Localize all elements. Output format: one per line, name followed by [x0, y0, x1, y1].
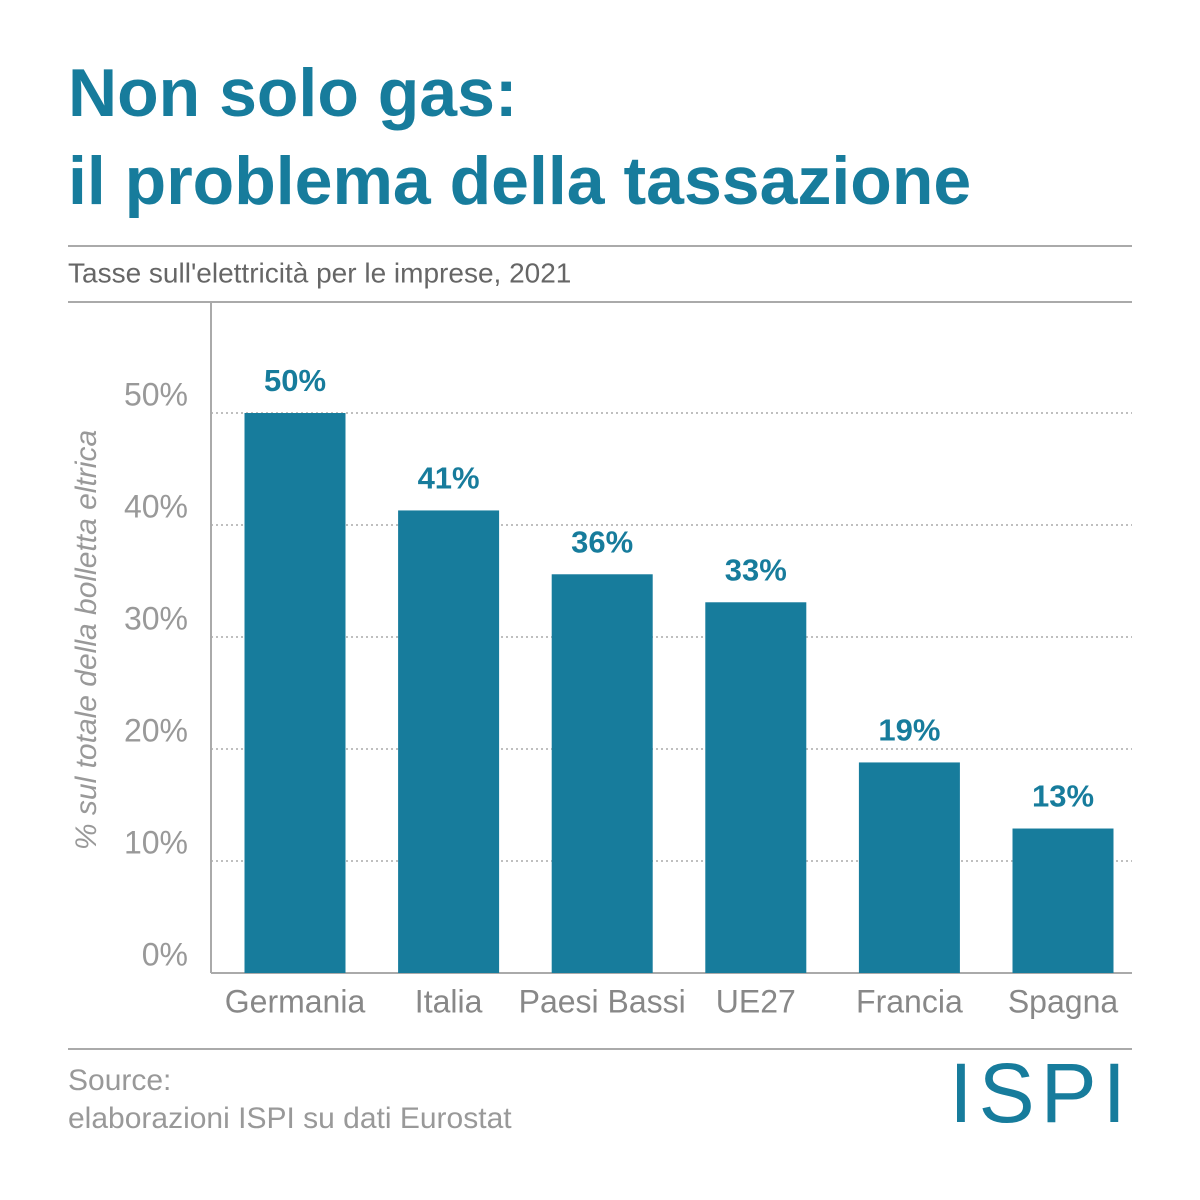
x-tick-label: Francia: [856, 983, 963, 1019]
value-label: 50%: [264, 363, 326, 398]
bar: [1012, 828, 1114, 973]
y-tick-label: 50%: [124, 376, 188, 412]
logo: ISPI: [949, 1046, 1132, 1140]
y-tick-label: 30%: [124, 600, 188, 636]
y-tick-label: 40%: [124, 488, 188, 524]
chart-title: Non solo gas:: [68, 55, 518, 131]
value-label: 33%: [725, 552, 787, 587]
y-tick-label: 0%: [142, 936, 188, 972]
source: Source:: [68, 1064, 171, 1097]
bar: [244, 413, 346, 973]
bar: [705, 602, 807, 973]
value-label: 41%: [418, 461, 480, 496]
value-label: 19%: [878, 713, 940, 748]
x-tick-label: Spagna: [1008, 983, 1119, 1019]
y-axis-label: % sul totale della bolletta eltrica: [70, 430, 103, 850]
bar: [398, 510, 500, 973]
value-label: 36%: [571, 524, 633, 559]
x-tick-label: Paesi Bassi: [519, 983, 686, 1019]
bar: [858, 762, 960, 973]
source: elaborazioni ISPI su dati Eurostat: [68, 1102, 512, 1135]
x-tick-label: Italia: [415, 983, 483, 1019]
x-tick-label: UE27: [716, 983, 796, 1019]
chart-title: il problema della tassazione: [68, 143, 971, 219]
y-tick-label: 20%: [124, 712, 188, 748]
y-tick-label: 10%: [124, 824, 188, 860]
bar: [551, 574, 653, 973]
chart-subtitle: Tasse sull'elettricità per le imprese, 2…: [68, 257, 571, 288]
value-label: 13%: [1032, 779, 1094, 814]
x-tick-label: Germania: [225, 983, 366, 1019]
